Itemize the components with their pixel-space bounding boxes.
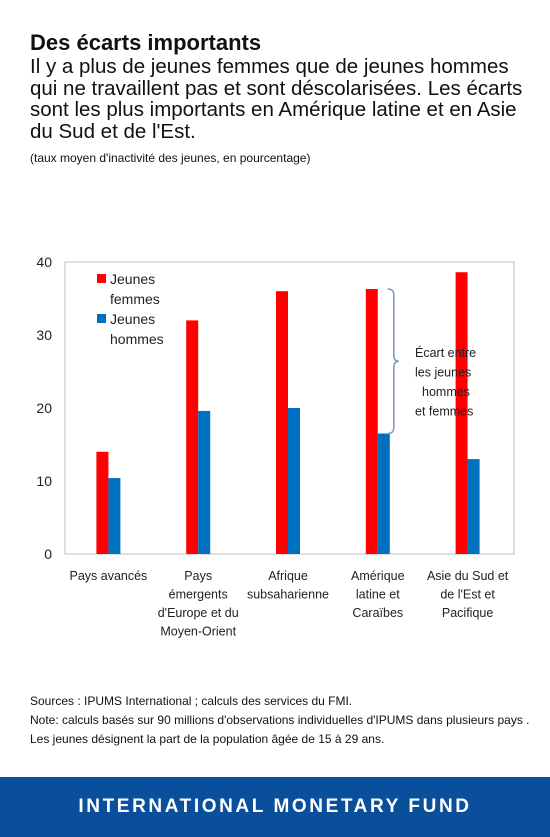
bar-chart: 0 10 20 30 40 Pays avancés Pays émergents d'Euro… bbox=[36, 254, 515, 639]
x-tick-label: Asie du Sud et de l'Est et Pacifique bbox=[427, 569, 509, 620]
legend-label: Jeunes hommes bbox=[110, 311, 164, 347]
gap-annotation-line: Écart entre bbox=[415, 345, 476, 360]
x-tick-label: Amérique latine et Caraïbes bbox=[351, 569, 405, 620]
x-tick-label-line: d'Europe et du bbox=[158, 606, 239, 620]
gap-annotation-line: les jeunes bbox=[415, 366, 471, 380]
legend-label-line: Jeunes bbox=[110, 271, 155, 287]
x-tick-label-line: de l'Est et bbox=[440, 588, 495, 602]
footer-brand: INTERNATIONAL MONETARY FUND bbox=[78, 796, 472, 817]
x-tick-label-line: Moyen-Orient bbox=[160, 625, 236, 639]
legend-label-line: hommes bbox=[110, 331, 164, 347]
source-note: Sources : IPUMS International ; calculs … bbox=[30, 694, 353, 708]
y-tick-label: 40 bbox=[36, 254, 52, 270]
legend-swatch bbox=[97, 314, 106, 323]
legend-label-line: femmes bbox=[110, 291, 160, 307]
bar bbox=[96, 451, 109, 554]
x-tick-label-line: Caraïbes bbox=[352, 606, 403, 620]
y-tick-label: 10 bbox=[36, 473, 52, 489]
x-tick-label-line: Pays avancés bbox=[69, 569, 147, 583]
x-tick-label-line: Amérique bbox=[351, 569, 405, 583]
bar bbox=[108, 478, 121, 554]
gap-annotation-line: et femmes bbox=[415, 405, 473, 419]
x-tick-label: Pays avancés bbox=[69, 569, 147, 583]
x-tick-label-line: subsaharienne bbox=[247, 588, 329, 602]
bar bbox=[467, 459, 480, 554]
x-tick-label-line: émergents bbox=[169, 588, 228, 602]
bar bbox=[455, 272, 468, 554]
gap-annotation: Écart entre les jeunes hommes et femmes bbox=[415, 345, 476, 419]
bar bbox=[365, 289, 378, 554]
x-tick-label-line: Pays bbox=[184, 569, 212, 583]
y-tick-label: 20 bbox=[36, 400, 52, 416]
x-tick-label: Pays émergents d'Europe et du Moyen-Orient bbox=[158, 569, 239, 639]
imf-footer-banner: INTERNATIONAL MONETARY FUND bbox=[0, 777, 550, 837]
bar bbox=[377, 433, 390, 554]
methodology-note: Note: calculs basés sur 90 millions d'ob… bbox=[30, 713, 530, 746]
gap-annotation-line: hommes bbox=[422, 385, 470, 399]
y-tick-label: 0 bbox=[44, 546, 52, 562]
x-tick-label-line: latine et bbox=[356, 588, 400, 602]
x-tick-label-line: Afrique bbox=[268, 569, 308, 583]
legend-label-line: Jeunes bbox=[110, 311, 155, 327]
unit-note: (taux moyen d'inactivité des jeunes, en … bbox=[30, 151, 311, 165]
footnotes: Sources : IPUMS International ; calculs … bbox=[30, 692, 530, 749]
x-tick-label-line: Pacifique bbox=[442, 606, 493, 620]
chart-title: Des écarts importants bbox=[30, 30, 262, 55]
gap-brace bbox=[387, 288, 399, 435]
bar bbox=[276, 291, 288, 554]
x-tick-label: Afrique subsaharienne bbox=[247, 569, 329, 602]
y-tick-label: 30 bbox=[36, 327, 52, 343]
chart-subtitle: Il y a plus de jeunes femmes que de jeun… bbox=[30, 55, 523, 143]
bar bbox=[186, 320, 199, 554]
legend-swatch bbox=[97, 274, 106, 283]
bar bbox=[288, 408, 300, 554]
legend-label: Jeunes femmes bbox=[110, 271, 160, 307]
x-tick-label-line: Asie du Sud et bbox=[427, 569, 509, 583]
bar bbox=[198, 410, 211, 554]
